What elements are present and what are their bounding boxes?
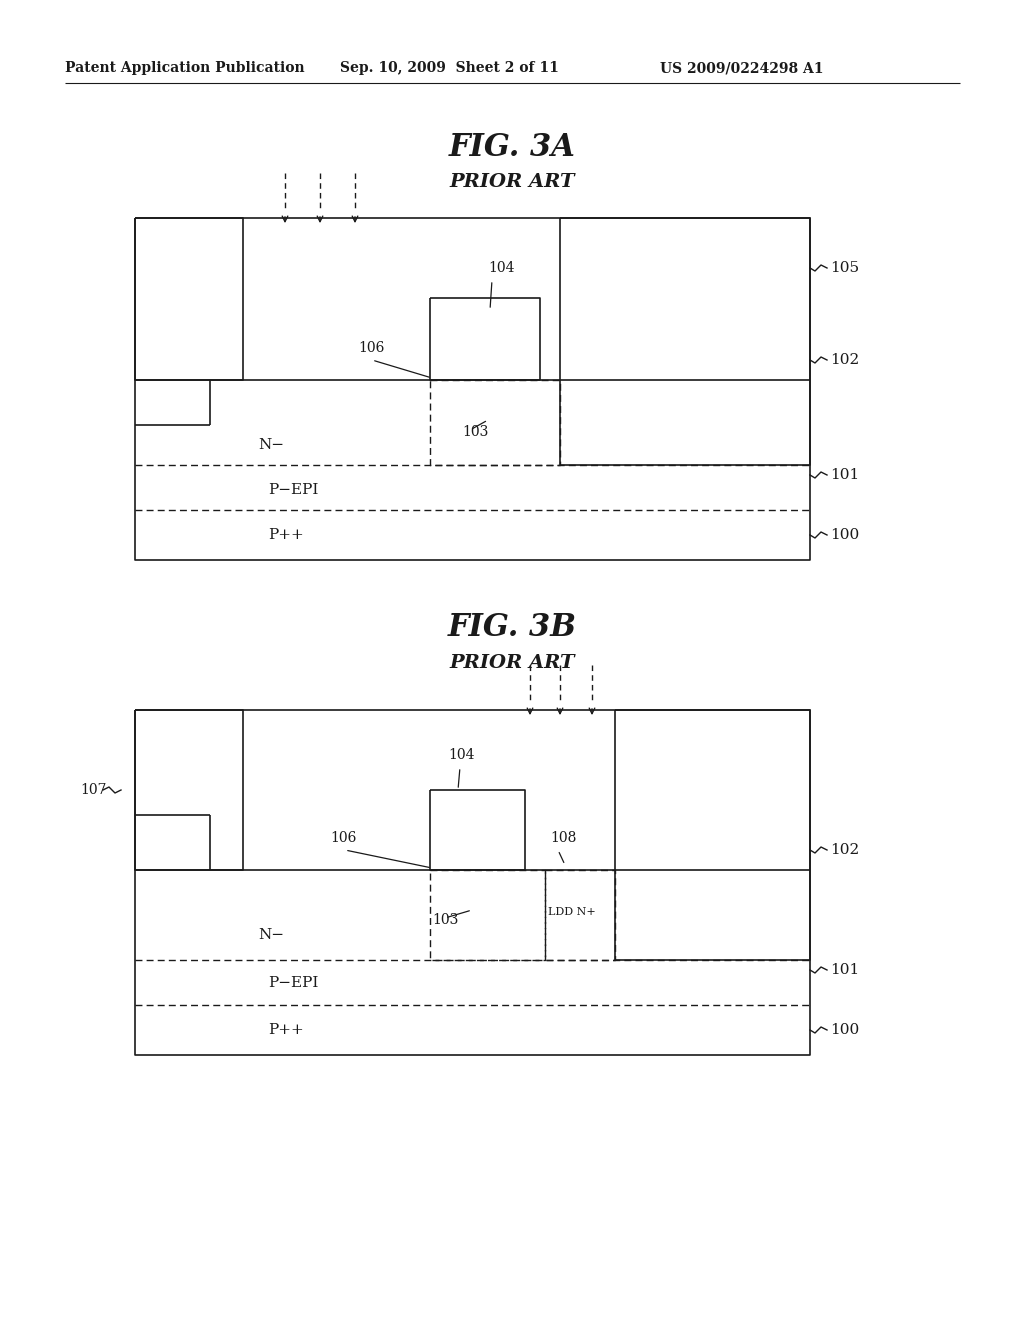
Text: N−: N−: [258, 438, 284, 451]
Text: FIG. 3A: FIG. 3A: [449, 132, 575, 164]
Text: 102: 102: [830, 352, 859, 367]
Text: 104: 104: [449, 748, 474, 762]
Text: 100: 100: [830, 528, 859, 543]
Text: PRIOR ART: PRIOR ART: [450, 653, 574, 672]
Text: P−EPI: P−EPI: [268, 483, 318, 498]
Text: P++: P++: [268, 528, 304, 543]
Text: 104: 104: [488, 261, 514, 275]
Text: 101: 101: [830, 469, 859, 482]
Text: P−EPI: P−EPI: [268, 975, 318, 990]
Text: US 2009/0224298 A1: US 2009/0224298 A1: [660, 61, 823, 75]
Text: 102: 102: [830, 843, 859, 857]
Text: 106: 106: [330, 832, 356, 845]
Text: 106: 106: [358, 341, 384, 355]
Text: 108: 108: [550, 832, 577, 845]
Text: P++: P++: [268, 1023, 304, 1038]
Text: N−: N−: [258, 928, 284, 942]
Text: Patent Application Publication: Patent Application Publication: [65, 61, 304, 75]
Text: 103: 103: [462, 425, 488, 440]
Text: Sep. 10, 2009  Sheet 2 of 11: Sep. 10, 2009 Sheet 2 of 11: [340, 61, 559, 75]
Text: 100: 100: [830, 1023, 859, 1038]
Text: 103: 103: [432, 913, 459, 927]
Text: FIG. 3B: FIG. 3B: [447, 612, 577, 644]
Text: LDD N+: LDD N+: [548, 907, 596, 917]
Text: 101: 101: [830, 964, 859, 977]
Text: 105: 105: [830, 261, 859, 275]
Text: PRIOR ART: PRIOR ART: [450, 173, 574, 191]
Text: 107: 107: [80, 783, 106, 797]
